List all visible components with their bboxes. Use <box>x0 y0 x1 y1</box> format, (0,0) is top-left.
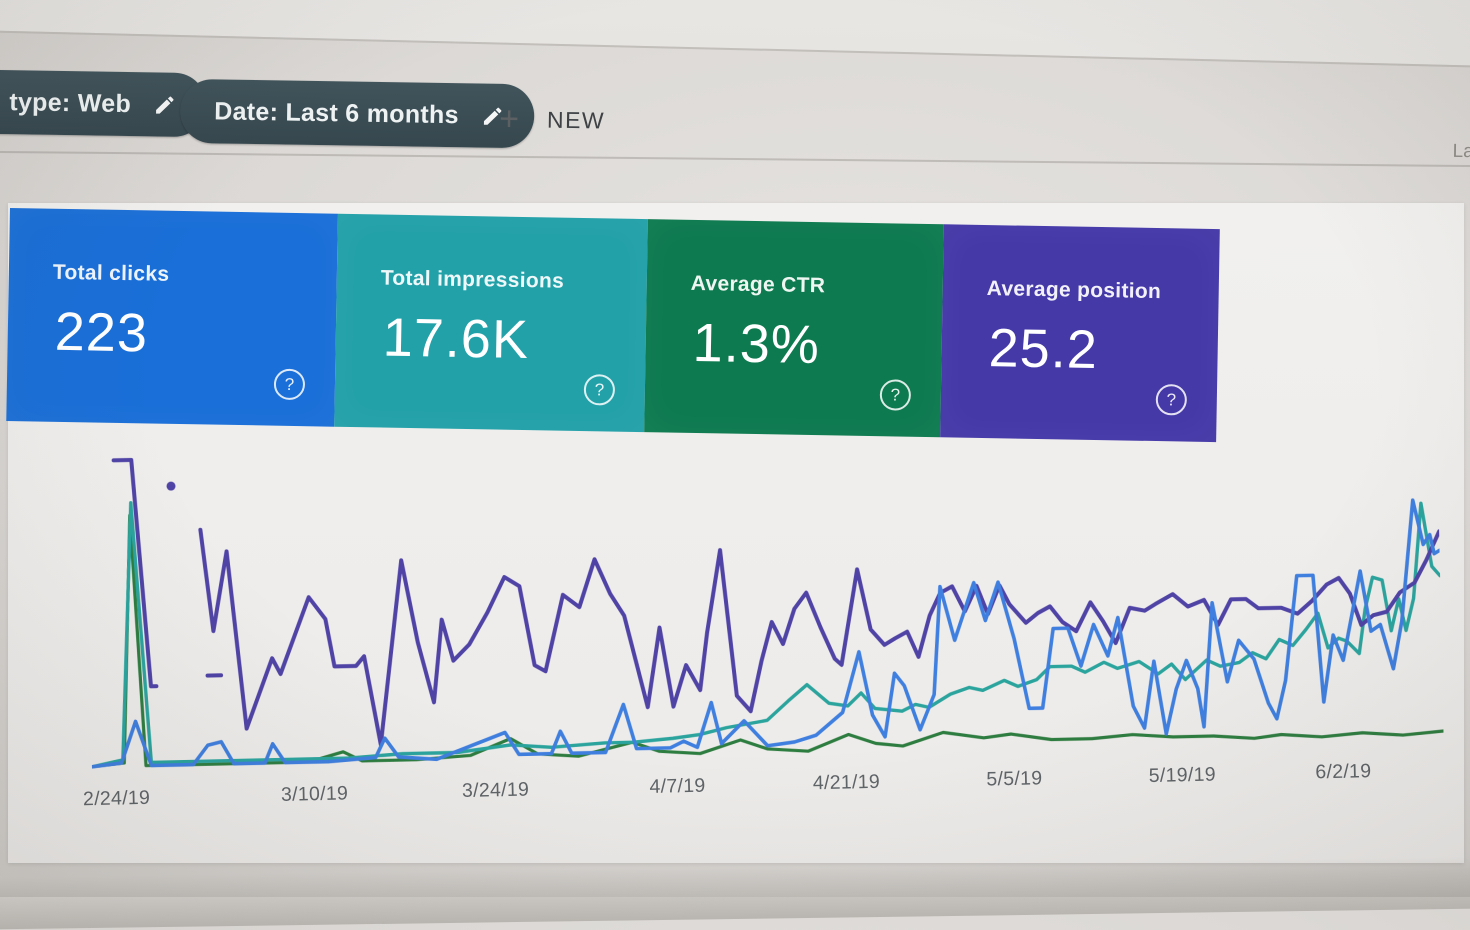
filter-toolbar: type: Web Date: Last 6 months + NEW La <box>0 0 1470 183</box>
series-line-ctr <box>86 487 1443 767</box>
performance-panel: Total clicks 223 ? Total impressions 17.… <box>8 203 1464 863</box>
filter-chip-label: Date: Last 6 months <box>214 97 459 130</box>
help-icon[interactable]: ? <box>274 369 306 401</box>
screen-bottom-edge <box>0 856 1470 930</box>
help-icon[interactable]: ? <box>1156 384 1188 416</box>
series-line-impressions <box>86 474 1443 767</box>
metric-card-average-position[interactable]: Average position 25.2 ? <box>940 224 1220 442</box>
metric-value: 1.3% <box>692 312 820 376</box>
partial-right-text: La <box>1452 141 1470 163</box>
x-tick-label: 3/10/19 <box>259 782 369 807</box>
new-filter-button[interactable]: + NEW <box>499 104 605 136</box>
metric-label: Total impressions <box>381 266 565 293</box>
filter-chip-label: type: Web <box>9 88 131 119</box>
edit-pencil-icon[interactable] <box>153 93 176 116</box>
metric-label: Average CTR <box>691 272 826 298</box>
x-tick-label: 6/2/19 <box>1288 760 1398 785</box>
plus-icon: + <box>499 104 519 134</box>
metric-label: Total clicks <box>53 261 170 287</box>
x-tick-label: 5/19/19 <box>1127 763 1237 788</box>
help-icon[interactable]: ? <box>880 379 912 411</box>
series-line-position <box>200 503 1443 749</box>
series-point-position <box>166 482 175 491</box>
metric-card-total-impressions[interactable]: Total impressions 17.6K ? <box>334 214 648 432</box>
metric-value: 223 <box>54 301 148 365</box>
series-line-clicks <box>87 500 1444 767</box>
metric-cards-row: Total clicks 223 ? Total impressions 17.… <box>6 208 1220 442</box>
filter-chip-date-range[interactable]: Date: Last 6 months <box>180 79 535 149</box>
metric-card-average-ctr[interactable]: Average CTR 1.3% ? <box>644 219 944 437</box>
x-tick-label: 4/21/19 <box>791 770 901 795</box>
x-tick-label: 3/24/19 <box>440 778 550 803</box>
metric-card-total-clicks[interactable]: Total clicks 223 ? <box>6 208 338 427</box>
chart-svg <box>85 424 1444 770</box>
help-icon[interactable]: ? <box>584 374 616 406</box>
metric-label: Average position <box>987 277 1162 304</box>
new-filter-label: NEW <box>547 106 606 134</box>
x-tick-label: 4/7/19 <box>622 774 732 799</box>
x-tick-label: 2/24/19 <box>61 786 171 811</box>
filter-chip-search-type[interactable]: type: Web <box>0 69 207 137</box>
x-tick-label: 5/5/19 <box>959 767 1069 792</box>
metric-value: 17.6K <box>382 307 529 372</box>
metric-value: 25.2 <box>988 317 1098 381</box>
